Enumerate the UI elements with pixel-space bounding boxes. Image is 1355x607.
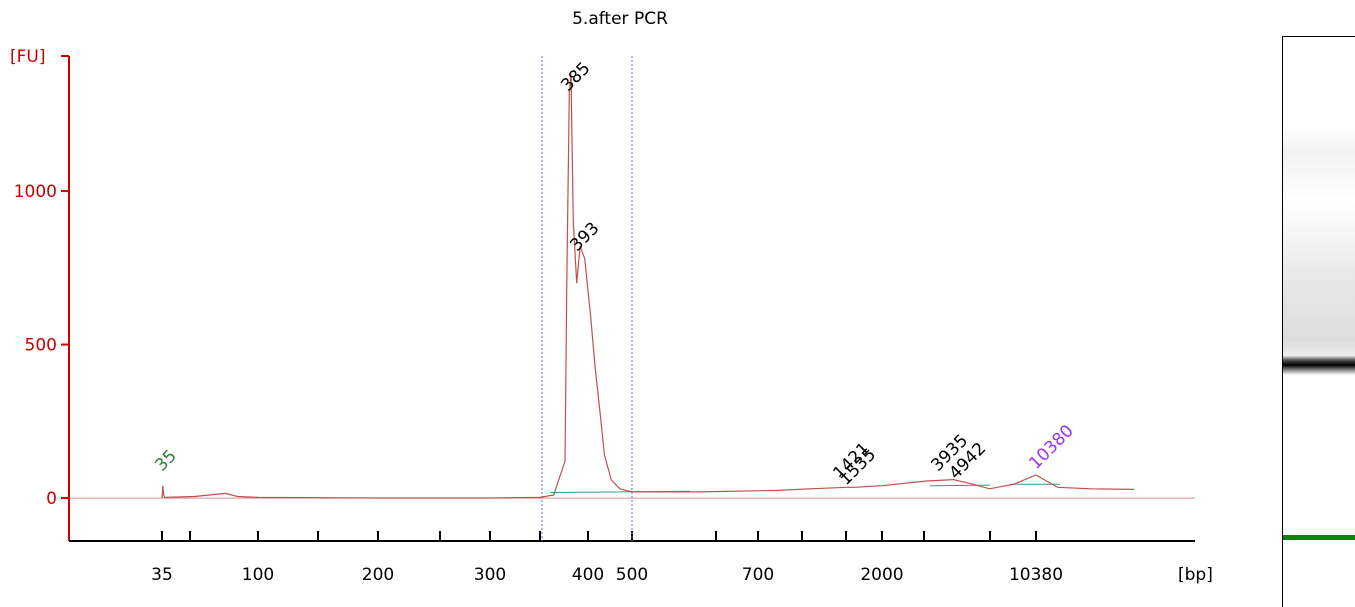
peak-label: 393: [566, 218, 603, 255]
y-tick-label: 0: [46, 489, 57, 509]
trace: [161, 74, 1135, 499]
x-axis-label: [bp]: [1178, 565, 1213, 585]
x-tick-label: 2000: [860, 565, 903, 585]
y-tick-label: 1000: [14, 182, 57, 202]
x-tick-label: 400: [572, 565, 604, 585]
gel-smear: [1283, 127, 1355, 377]
trace-line: [161, 74, 1135, 499]
x-tick-label: 200: [362, 565, 394, 585]
y-axis-label: [FU]: [10, 47, 46, 67]
gel-lane: [1282, 36, 1355, 607]
x-tick-label: 300: [474, 565, 506, 585]
peak-baseline: [929, 484, 991, 487]
x-tick-label: 100: [242, 565, 274, 585]
chart-title: 5.after PCR: [572, 9, 668, 29]
peak-label: 35: [151, 446, 180, 475]
guide-lines: [69, 56, 1195, 541]
x-tick-label: 700: [742, 565, 774, 585]
x-tick-label: 35: [151, 565, 173, 585]
electropherogram-chart: 5.after PCR [FU] [bp] 0 500 1000 35 100 200 30…: [10, 9, 1213, 585]
gel-lower-marker-band: [1283, 535, 1355, 540]
axes: 0 500 1000 35 100 200 300 400 500 700 2000 10380: [14, 55, 1195, 585]
gel-main-band: [1283, 355, 1355, 375]
peak-label: 385: [557, 58, 594, 95]
x-tick-label: 500: [616, 565, 648, 585]
y-tick-label: 500: [25, 336, 57, 356]
peak-label: 10380: [1025, 421, 1077, 473]
x-tick-label: 10380: [1009, 565, 1063, 585]
